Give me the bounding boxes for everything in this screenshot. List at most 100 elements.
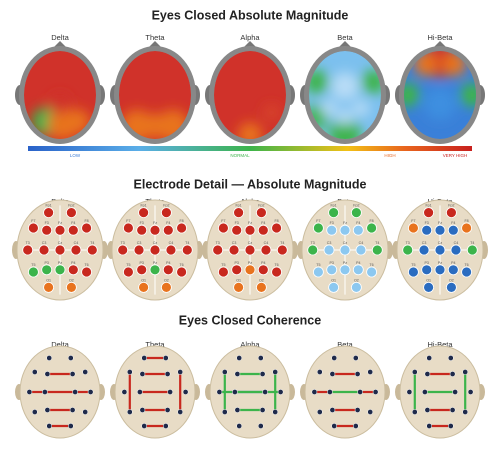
electrode	[81, 266, 92, 278]
electrode	[312, 266, 324, 278]
node	[221, 409, 228, 415]
electrode	[43, 281, 54, 293]
map-blob	[331, 72, 359, 101]
electrode	[328, 281, 340, 293]
node	[164, 407, 171, 413]
electrode-label: F4	[451, 221, 455, 225]
node	[352, 423, 359, 429]
electrode	[447, 264, 459, 276]
electrode	[67, 224, 79, 236]
electrode	[407, 222, 419, 234]
electrode-label: Fp2	[353, 204, 359, 208]
electrode-label: F3	[140, 221, 144, 225]
section-title: Eyes Closed Absolute Magnitude	[152, 8, 349, 22]
node	[329, 371, 336, 377]
node	[72, 389, 78, 395]
node	[357, 389, 363, 395]
electrode	[138, 207, 150, 219]
band-label: Delta	[51, 340, 69, 349]
electrode	[447, 224, 459, 236]
electrode	[231, 264, 243, 276]
electrode-label: F8	[274, 219, 278, 223]
node	[277, 389, 284, 395]
electrode-label: T6	[464, 263, 468, 267]
electrode-label: P3	[329, 261, 333, 265]
electrode-label: F7	[316, 219, 320, 223]
node	[162, 423, 169, 429]
electrode-label: Pz	[438, 261, 442, 265]
node	[327, 389, 333, 395]
electrode	[271, 266, 283, 278]
node	[69, 407, 76, 413]
electrode-head: Fp1 Fp2 F7 F3 Fz F4 F8 T3 C3 Cz C4 T4 T5 P3 Pz P4 T6 O1 O2	[107, 199, 203, 301]
electrode	[366, 266, 378, 278]
electrode-label: C4	[169, 241, 174, 245]
band-label: Theta	[145, 33, 165, 42]
map-blob	[238, 122, 262, 139]
band-label: Hi-Beta	[427, 340, 453, 349]
map-blob	[66, 109, 90, 134]
node	[182, 389, 189, 395]
band-label: Theta	[145, 340, 165, 349]
electrode	[402, 244, 414, 256]
node	[141, 423, 148, 429]
electrode-head: Fp1 Fp2 F7 F3 Fz F4 F8 T3 C3 Cz C4 T4 T5 P3 Pz P4 T6 O1 O2	[12, 199, 108, 301]
node	[272, 409, 279, 415]
electrode	[350, 281, 362, 293]
electrode-label: T5	[316, 263, 320, 267]
electrode-label: F3	[330, 221, 334, 225]
node	[449, 407, 456, 413]
electrode	[81, 222, 92, 234]
electrode-label: Cz	[58, 241, 63, 245]
electrode-label: Fp2	[258, 204, 264, 208]
electrode-label: T4	[90, 241, 94, 245]
node	[354, 371, 361, 377]
electrode-label: F7	[31, 219, 35, 223]
node	[236, 423, 243, 429]
node	[139, 371, 146, 377]
node	[447, 423, 454, 429]
node	[46, 355, 53, 361]
node	[259, 407, 266, 413]
node	[424, 371, 431, 377]
electrode	[86, 244, 98, 256]
map-blob	[263, 104, 280, 121]
electrode	[355, 244, 367, 256]
electrode-label: T3	[406, 241, 410, 245]
node	[141, 355, 148, 361]
electrode	[466, 244, 478, 256]
map-blob	[329, 118, 361, 139]
electrode-label: T6	[274, 263, 278, 267]
map-blob	[50, 93, 70, 114]
electrode	[41, 264, 53, 276]
color-scale-bar	[28, 146, 472, 151]
heat-map-head	[205, 41, 295, 144]
node	[329, 407, 336, 413]
electrode	[54, 244, 66, 256]
map-blob	[143, 113, 167, 138]
electrode	[149, 224, 161, 236]
coherence-head	[110, 345, 200, 439]
node	[257, 355, 264, 361]
coherence-head	[205, 345, 295, 439]
band-label: Alpha	[240, 33, 260, 42]
electrode	[22, 244, 34, 256]
node	[406, 389, 413, 395]
node	[411, 369, 418, 375]
electrode-label: C3	[42, 241, 47, 245]
electrode-label: C4	[454, 241, 459, 245]
electrode	[231, 224, 243, 236]
electrode-label: Fp2	[68, 204, 74, 208]
heat-map	[214, 51, 286, 139]
node	[44, 371, 51, 377]
electrode	[371, 244, 383, 256]
electrode-label: T6	[179, 263, 183, 267]
electrode	[257, 224, 269, 236]
node	[82, 409, 89, 415]
electrode-label: Fp1	[140, 204, 146, 208]
electrode	[421, 264, 433, 276]
electrode-label: P3	[234, 261, 238, 265]
electrode-label: Pz	[248, 261, 252, 265]
electrode-label: Fp1	[425, 204, 431, 208]
electrode	[54, 264, 66, 276]
